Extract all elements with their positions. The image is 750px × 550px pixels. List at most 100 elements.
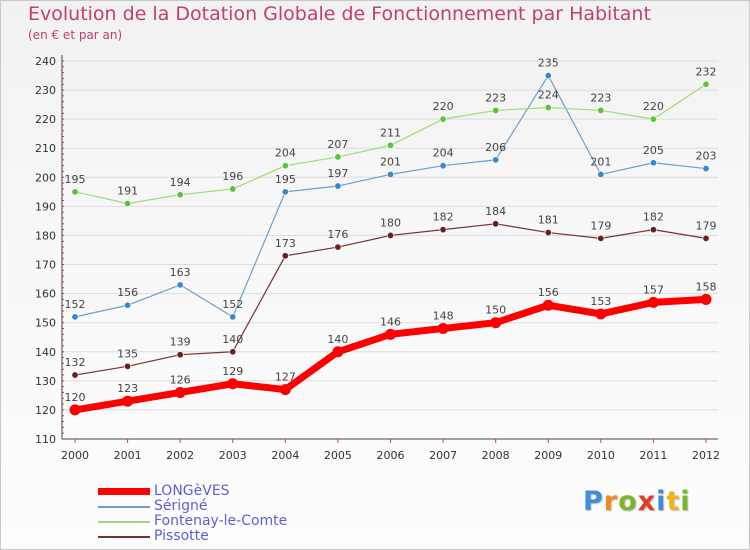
legend-swatch — [98, 536, 150, 538]
data-point — [597, 234, 605, 242]
data-label: 204 — [275, 147, 296, 160]
x-tick-label: 2009 — [534, 449, 562, 462]
data-label: 126 — [170, 373, 191, 386]
data-label: 203 — [696, 150, 717, 163]
x-tick-label: 2002 — [166, 449, 194, 462]
logo-letter: r — [603, 486, 619, 517]
y-tick-label: 140 — [35, 346, 56, 359]
data-label: 191 — [117, 184, 138, 197]
data-label: 150 — [485, 304, 506, 317]
legend-label: Fontenay-le-Comte — [154, 513, 288, 529]
data-point — [542, 299, 554, 311]
data-label: 196 — [222, 170, 243, 183]
data-point — [386, 170, 394, 178]
data-label: 235 — [538, 57, 559, 70]
data-label: 211 — [380, 126, 401, 139]
y-tick-label: 240 — [35, 55, 56, 68]
data-label: 197 — [327, 167, 348, 180]
data-labels: 152 156 163 152 195 197 201 204 206 235 201 205 203 1… — [65, 57, 717, 404]
x-tick-label: 2005 — [324, 449, 352, 462]
y-tick-label: 130 — [35, 375, 56, 388]
chart-title: Evolution de la Dotation Globale de Fonc… — [28, 3, 651, 25]
data-point — [439, 162, 447, 170]
data-point — [281, 252, 289, 260]
logo-letter: i — [656, 486, 667, 517]
proxiti-logo: Proxiti — [583, 486, 691, 517]
data-label: 179 — [696, 219, 717, 232]
data-label: 163 — [170, 266, 191, 279]
data-point — [702, 80, 710, 88]
legend-swatch — [98, 506, 150, 508]
data-label: 176 — [327, 228, 348, 241]
data-label: 223 — [590, 91, 611, 104]
data-label: 201 — [590, 155, 611, 168]
data-point — [124, 362, 132, 370]
data-label: 140 — [327, 333, 348, 346]
data-point — [71, 313, 79, 321]
x-tick-label: 2006 — [377, 449, 405, 462]
data-point — [492, 106, 500, 114]
data-point — [176, 191, 184, 199]
data-label: 220 — [643, 100, 664, 113]
data-label: 146 — [380, 315, 401, 328]
grid — [62, 60, 718, 440]
data-point — [176, 281, 184, 289]
data-point — [386, 141, 394, 149]
data-label: 201 — [380, 155, 401, 168]
data-point — [229, 348, 237, 356]
data-point — [597, 106, 605, 114]
y-tick-label: 170 — [35, 259, 56, 272]
data-point — [334, 243, 342, 251]
data-point — [595, 308, 607, 320]
data-label: 205 — [643, 144, 664, 157]
logo-letter: t — [666, 486, 681, 517]
y-tick-label: 220 — [35, 113, 56, 126]
axes: 110 120 130 140 150 160 170 180 190 200 210 220 230 2… — [35, 55, 720, 462]
data-point — [490, 317, 502, 329]
y-tick-label: 180 — [35, 229, 56, 242]
legend-swatch — [98, 521, 150, 523]
data-point — [334, 182, 342, 190]
series-line — [74, 223, 707, 376]
data-point — [229, 185, 237, 193]
x-tick-label: 2001 — [114, 449, 142, 462]
data-point — [597, 170, 605, 178]
data-point — [281, 162, 289, 170]
data-label: 157 — [643, 283, 664, 296]
logo-letter: o — [618, 486, 638, 517]
data-point — [492, 156, 500, 164]
data-label: 127 — [275, 371, 296, 384]
data-point — [544, 229, 552, 237]
legend-label: Sérigné — [154, 498, 208, 514]
data-label: 135 — [117, 347, 138, 360]
data-point — [386, 231, 394, 239]
data-point — [227, 378, 239, 390]
data-point — [334, 153, 342, 161]
data-label: 207 — [327, 138, 348, 151]
data-point — [124, 301, 132, 309]
legend-swatch — [98, 488, 150, 495]
data-point — [439, 115, 447, 123]
data-label: 204 — [433, 147, 454, 160]
data-point — [69, 404, 81, 416]
data-point — [702, 165, 710, 173]
y-tick-label: 150 — [35, 317, 56, 330]
data-label: 140 — [222, 333, 243, 346]
data-label: 182 — [643, 211, 664, 224]
data-point — [229, 313, 237, 321]
x-tick-label: 2007 — [429, 449, 457, 462]
data-point — [122, 395, 134, 407]
data-label: 139 — [170, 336, 191, 349]
data-label: 220 — [433, 100, 454, 113]
data-label: 123 — [117, 382, 138, 395]
y-tick-label: 160 — [35, 288, 56, 301]
data-label: 179 — [590, 219, 611, 232]
x-tick-label: 2003 — [219, 449, 247, 462]
y-tick-label: 200 — [35, 171, 56, 184]
data-label: 158 — [696, 280, 717, 293]
x-tick-label: 2011 — [639, 449, 667, 462]
data-label: 180 — [380, 216, 401, 229]
data-label: 194 — [170, 176, 191, 189]
